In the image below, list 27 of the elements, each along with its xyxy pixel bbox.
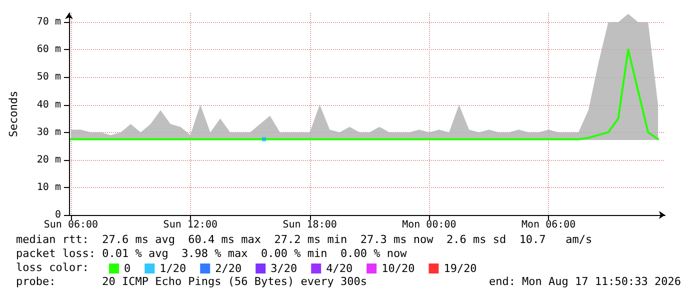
y-tick-label: 70 m (36, 16, 61, 28)
x-tick-label: Sun 12:00 (163, 220, 218, 230)
legend-label: 1/20 (160, 262, 186, 275)
y-tick-label: 10 m (36, 182, 61, 193)
legend-label: 4/20 (326, 262, 353, 275)
y-tick-label: 20 m (36, 154, 61, 166)
legend-label: 0 (124, 262, 131, 275)
text: packet loss: 0.01 % avg 3.98 % max 0.00 % min 0.00 % now (16, 247, 408, 260)
legend-label: 19/20 (444, 262, 477, 275)
text: end: Mon Aug 17 11:50:33 2026 (488, 275, 682, 288)
x-tick-label: Sun 06:00 (44, 220, 98, 230)
x-tick-label: Mon 00:00 (402, 220, 456, 230)
x-tick-label: Mon 06:00 (521, 220, 576, 230)
legend-label: 3/20 (270, 262, 298, 275)
legend-label: 2/20 (215, 262, 242, 275)
line-series (70, 48, 660, 140)
y-tick-label: 30 m (36, 126, 61, 138)
y-tick-label: 60 m (36, 44, 61, 56)
legend-label: 10/20 (382, 262, 415, 275)
y-tick-label: 50 m (36, 72, 61, 83)
y-axis-title: Seconds (7, 90, 20, 138)
text: probe: 20 ICMP Echo Pings (56 Bytes) every 300s (16, 275, 367, 288)
x-tick-label: Sun 18:00 (282, 220, 337, 230)
y-tick-label: 40 m (36, 99, 61, 110)
y-tick-label: 0 (54, 210, 61, 220)
text: median rtt: 27.6 ms avg 60.4 ms max 27.2 ms min 27.3 ms now 2.6 ms sd 10.7 am/s (16, 233, 592, 246)
legend-title: loss color: (16, 261, 89, 274)
